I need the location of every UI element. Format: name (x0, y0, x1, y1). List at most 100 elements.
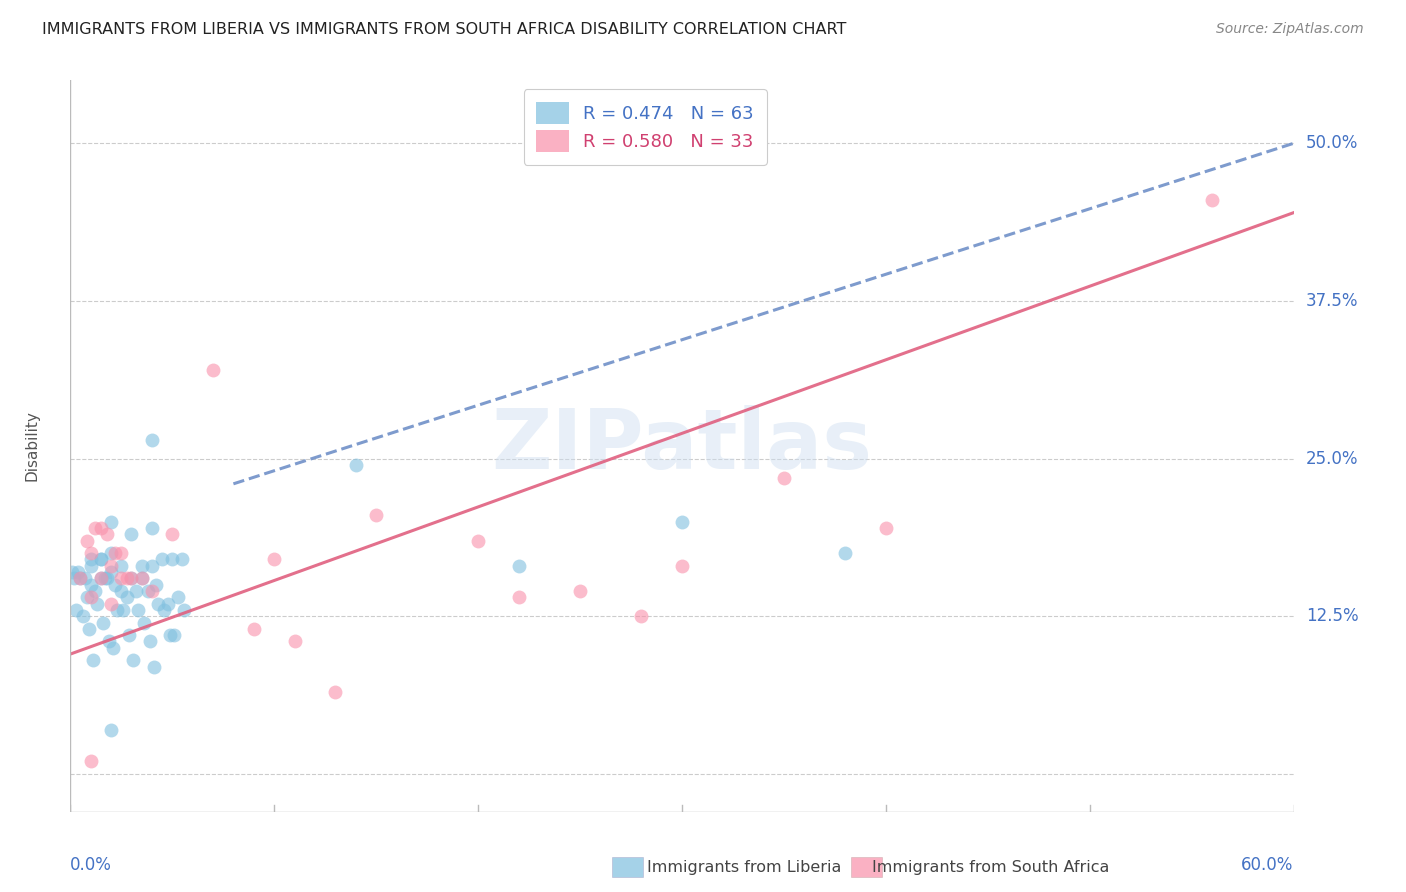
Bar (851, 857, 882, 877)
Point (875, 521, 897, 535)
Point (79, 578, 103, 592)
Text: 0.0%: 0.0% (70, 855, 112, 873)
Point (142, 659, 165, 673)
Point (100, 515, 122, 529)
Point (508, 591, 530, 605)
Point (157, 597, 180, 611)
Point (101, 640, 124, 655)
Point (141, 584, 163, 599)
Point (366, 508, 388, 523)
Point (112, 603, 135, 617)
Point (65, 603, 87, 617)
Point (90, 521, 112, 535)
Point (127, 603, 149, 617)
Point (508, 558, 530, 573)
Text: IMMIGRANTS FROM LIBERIA VS IMMIGRANTS FROM SOUTH AFRICA DISABILITY CORRELATION C: IMMIGRANTS FROM LIBERIA VS IMMIGRANTS FR… (42, 22, 846, 37)
Point (79, 552, 103, 566)
Point (100, 723, 122, 737)
Point (834, 546, 856, 560)
Point (98, 634, 121, 648)
Point (132, 615, 155, 630)
Point (110, 571, 132, 585)
Point (150, 552, 173, 566)
Point (136, 584, 159, 599)
Point (159, 628, 181, 642)
Point (79, 591, 103, 605)
Text: Source: ZipAtlas.com: Source: ZipAtlas.com (1216, 22, 1364, 37)
Point (162, 552, 183, 566)
Text: ZIPatlas: ZIPatlas (492, 406, 872, 486)
Point (173, 603, 195, 617)
Point (284, 634, 307, 648)
Text: 50.0%: 50.0% (1306, 135, 1358, 153)
Point (105, 603, 128, 617)
Point (263, 552, 285, 566)
Point (202, 363, 225, 377)
Text: Disability: Disability (25, 410, 39, 482)
Point (60, 565, 83, 579)
Point (162, 527, 183, 541)
Text: 12.5%: 12.5% (1306, 607, 1358, 625)
Point (117, 571, 139, 585)
Point (163, 628, 186, 642)
Point (110, 584, 132, 599)
Point (467, 533, 489, 548)
Point (671, 558, 693, 573)
Text: 60.0%: 60.0% (1241, 855, 1294, 873)
Point (96, 571, 118, 585)
Text: 37.5%: 37.5% (1306, 292, 1358, 310)
Point (141, 433, 163, 447)
Point (773, 470, 796, 484)
Point (110, 558, 132, 573)
Point (1201, 193, 1223, 207)
Point (90, 571, 112, 585)
Text: Immigrants from South Africa: Immigrants from South Africa (872, 860, 1109, 874)
Point (69, 571, 91, 585)
Point (344, 458, 367, 472)
Point (63, 571, 86, 585)
Point (69, 571, 91, 585)
Legend: R = 0.474   N = 63, R = 0.580   N = 33: R = 0.474 N = 63, R = 0.580 N = 33 (524, 89, 766, 165)
Point (146, 597, 169, 611)
Bar (612, 857, 643, 877)
Text: Immigrants from Liberia: Immigrants from Liberia (647, 860, 841, 874)
Text: 25.0%: 25.0% (1306, 450, 1358, 467)
Point (90, 552, 112, 566)
Point (94, 571, 117, 585)
Point (568, 584, 592, 599)
Point (145, 578, 167, 592)
Point (131, 571, 153, 585)
Point (100, 597, 122, 611)
Point (100, 565, 122, 579)
Point (323, 685, 347, 699)
Point (131, 558, 153, 573)
Point (167, 591, 190, 605)
Point (141, 558, 163, 573)
Point (79, 754, 103, 768)
Point (90, 571, 112, 585)
Point (141, 521, 163, 535)
Point (83, 521, 105, 535)
Point (122, 653, 145, 667)
Point (79, 558, 103, 573)
Point (671, 515, 693, 529)
Point (124, 584, 146, 599)
Point (72, 609, 94, 624)
Point (76, 533, 98, 548)
Point (630, 609, 652, 624)
Point (96, 527, 118, 541)
Point (172, 552, 194, 566)
Point (79, 546, 103, 560)
Point (73, 571, 96, 585)
Point (100, 558, 122, 573)
Point (83, 584, 105, 599)
Point (153, 603, 176, 617)
Point (77, 622, 100, 636)
Point (90, 552, 112, 566)
Point (67, 565, 90, 579)
Point (117, 591, 139, 605)
Point (110, 546, 132, 560)
Point (243, 622, 266, 636)
Point (86, 597, 108, 611)
Point (139, 634, 162, 648)
